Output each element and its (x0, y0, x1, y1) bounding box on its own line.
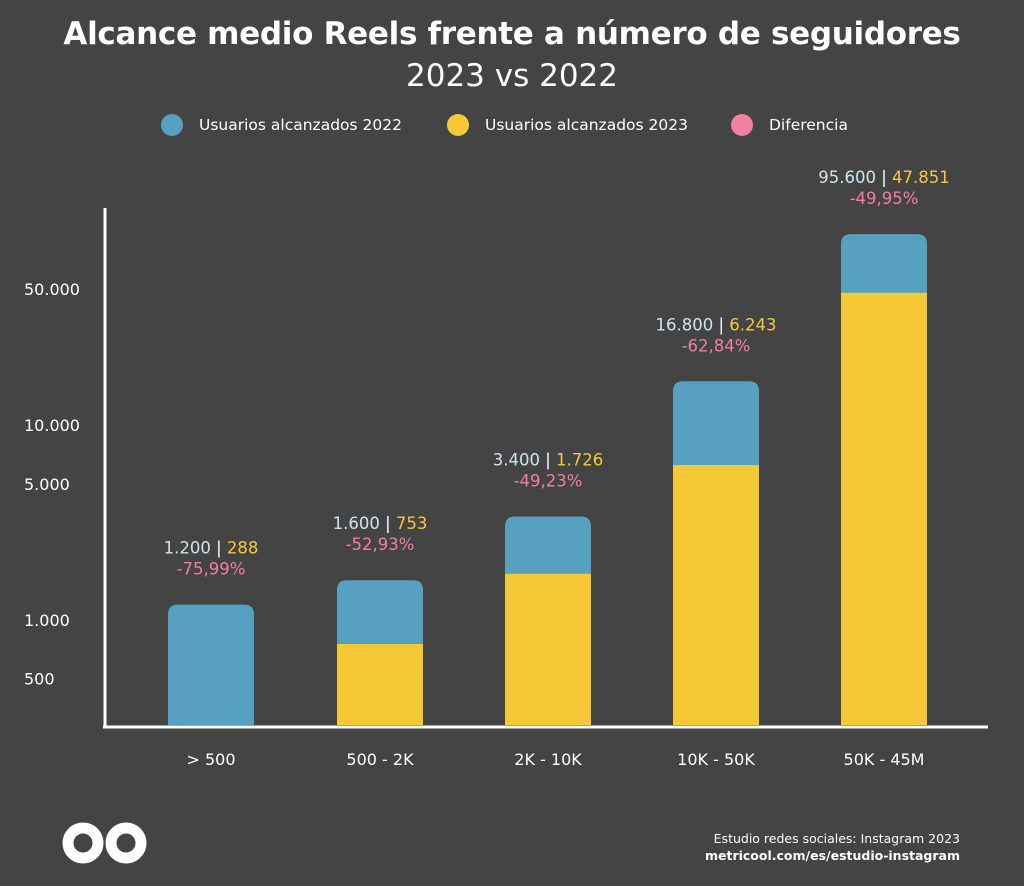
y-tick-label: 5.000 (24, 475, 70, 494)
x-tick-label: > 500 (186, 750, 235, 769)
difference-label: -49,95% (850, 189, 919, 208)
metricool-infinity-icon (62, 822, 148, 868)
value-separator: | (380, 514, 396, 533)
bar-value-label: 16.800 | 6.243 (655, 315, 776, 334)
bar-value-label: 95.600 | 47.851 (818, 168, 950, 187)
value-2022: 3.400 (493, 450, 540, 469)
y-tick-label: 50.000 (24, 280, 80, 299)
value-separator: | (876, 168, 892, 187)
value-2022: 16.800 (655, 315, 713, 334)
bar-value-label: 1.600 | 753 (333, 514, 428, 533)
legend-item-2023: Usuarios alcanzados 2023 (447, 113, 688, 137)
legend-dot-2022 (161, 114, 183, 136)
legend-dot-2023 (447, 114, 469, 136)
footer-source: Estudio redes sociales: Instagram 2023 (713, 831, 960, 846)
bar-2022 (168, 604, 254, 725)
chart-subtitle: 2023 vs 2022 (406, 58, 618, 94)
legend-dot-difference (731, 114, 753, 136)
value-separator: | (713, 315, 729, 334)
bar-value-label: 1.200 | 288 (164, 539, 259, 558)
value-2023: 47.851 (892, 168, 950, 187)
footer-url[interactable]: metricool.com/es/estudio-instagram (704, 848, 960, 863)
x-tick-label: 10K - 50K (677, 750, 755, 769)
difference-label: -52,93% (346, 535, 415, 554)
y-tick-label: 500 (24, 670, 55, 689)
legend-label-difference: Diferencia (769, 116, 848, 134)
y-tick-label: 10.000 (24, 416, 80, 435)
value-2023: 288 (227, 539, 259, 558)
x-tick-label: 50K - 45M (844, 750, 925, 769)
bar-2023 (505, 573, 591, 725)
bar-2023 (841, 292, 927, 725)
value-separator: | (540, 450, 556, 469)
legend-item-difference: Diferencia (731, 113, 848, 137)
difference-label: -49,23% (514, 471, 583, 490)
value-2022: 1.200 (164, 539, 211, 558)
value-2022: 95.600 (818, 168, 876, 187)
value-2022: 1.600 (333, 514, 380, 533)
legend-label-2023: Usuarios alcanzados 2023 (485, 116, 688, 134)
legend-label-2022: Usuarios alcanzados 2022 (199, 116, 402, 134)
value-separator: | (211, 539, 227, 558)
bar-2023 (337, 644, 423, 725)
y-tick-label: 1.000 (24, 611, 70, 630)
legend-item-2022: Usuarios alcanzados 2022 (161, 113, 402, 137)
value-2023: 6.243 (729, 315, 776, 334)
chart-title: Alcance medio Reels frente a número de s… (63, 16, 961, 52)
x-tick-label: 2K - 10K (514, 750, 582, 769)
difference-label: -75,99% (177, 560, 246, 579)
bar-2023 (673, 465, 759, 725)
bar-value-label: 3.400 | 1.726 (493, 450, 604, 469)
x-tick-label: 500 - 2K (346, 750, 414, 769)
value-2023: 753 (396, 514, 428, 533)
value-2023: 1.726 (556, 450, 603, 469)
difference-label: -62,84% (682, 336, 751, 355)
